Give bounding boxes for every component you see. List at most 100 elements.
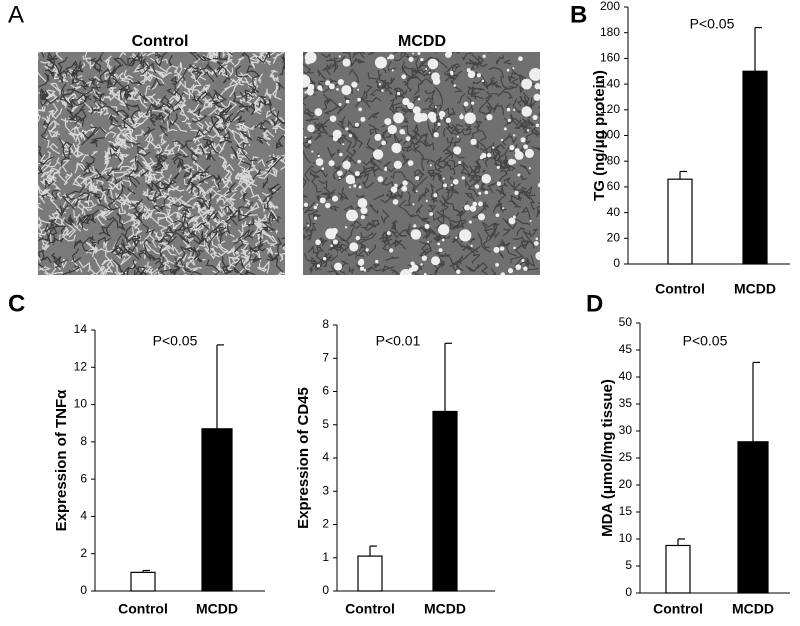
texture-line: [178, 164, 195, 173]
texture-line: [97, 103, 118, 114]
lipid-droplet: [311, 150, 314, 153]
texture-line: [55, 52, 63, 61]
lipid-droplet: [420, 263, 423, 266]
texture-line: [461, 128, 472, 136]
texture-line: [97, 204, 120, 211]
lipid-droplet: [513, 246, 516, 250]
lipid-droplet: [477, 213, 486, 221]
texture-line: [471, 87, 485, 91]
error-bar: [754, 26, 762, 72]
texture-line: [444, 152, 465, 159]
texture-line: [500, 238, 511, 247]
texture-line: [401, 61, 418, 79]
texture-line: [391, 229, 408, 239]
lipid-droplet: [351, 180, 356, 184]
texture-line: [424, 142, 435, 151]
texture-line: [40, 89, 49, 101]
lipid-droplet: [476, 73, 481, 78]
texture-line: [140, 172, 154, 183]
texture-line: [75, 213, 89, 232]
lipid-droplet: [469, 205, 477, 212]
texture-line: [363, 166, 377, 173]
texture-line: [381, 230, 388, 242]
texture-line: [55, 204, 69, 217]
texture-line: [450, 66, 460, 83]
texture-line: [132, 259, 137, 268]
y-tick-label: 1: [322, 550, 329, 564]
texture-line: [398, 199, 414, 217]
texture-line: [281, 237, 285, 248]
texture-line: [167, 182, 185, 193]
texture-line: [111, 171, 128, 180]
texture-line: [467, 186, 480, 198]
bar: [665, 544, 691, 594]
lipid-droplet: [392, 199, 399, 205]
texture-line: [38, 166, 44, 175]
texture-line: [358, 243, 367, 252]
texture-line: [227, 109, 245, 124]
texture-line: [61, 271, 69, 275]
texture-line: [445, 73, 456, 82]
texture-line: [63, 173, 73, 186]
texture-line: [156, 155, 168, 166]
texture-line: [168, 113, 178, 129]
texture-line: [179, 234, 190, 245]
texture-line: [320, 52, 331, 59]
texture-line: [242, 192, 248, 202]
texture-line: [107, 216, 119, 229]
lipid-droplet: [402, 180, 408, 186]
y-tick-label: 35: [619, 396, 633, 410]
texture-line: [206, 143, 216, 154]
texture-line: [516, 218, 531, 226]
texture-line: [166, 147, 175, 156]
texture-line: [509, 77, 519, 89]
texture-line: [54, 216, 63, 227]
texture-line: [476, 262, 489, 274]
texture-line: [350, 59, 362, 67]
texture-line: [464, 192, 476, 203]
lipid-droplet: [342, 160, 351, 170]
texture-line: [508, 194, 523, 202]
texture-line: [210, 115, 221, 132]
texture-line: [393, 87, 408, 96]
texture-line: [208, 192, 226, 201]
texture-line: [100, 248, 115, 268]
texture-line: [421, 217, 431, 228]
texture-line: [236, 101, 249, 113]
texture-line: [404, 176, 428, 189]
texture-line: [240, 160, 252, 171]
lipid-droplet: [517, 173, 521, 177]
texture-line: [84, 200, 95, 206]
bar: [201, 428, 233, 592]
texture-line: [233, 133, 251, 147]
texture-line: [279, 65, 285, 76]
lipid-droplet: [315, 158, 324, 166]
lipid-droplet: [529, 219, 532, 222]
texture-line: [206, 154, 216, 162]
lipid-droplet: [524, 148, 534, 158]
texture-line: [94, 96, 100, 109]
lipid-droplet: [352, 213, 359, 220]
texture-line: [492, 105, 505, 116]
lipid-droplet: [481, 79, 485, 83]
y-tick-label: 20: [607, 230, 621, 244]
texture-line: [156, 98, 162, 107]
texture-line: [119, 165, 135, 171]
texture-line: [222, 75, 231, 84]
texture-line: [471, 54, 485, 64]
texture-line: [38, 106, 46, 117]
texture-line: [349, 220, 363, 230]
texture-line: [242, 249, 252, 259]
texture-line: [137, 111, 149, 125]
texture-line: [70, 92, 77, 101]
texture-line: [258, 99, 273, 108]
texture-line: [241, 52, 251, 64]
texture-line: [385, 256, 400, 261]
texture-line: [68, 265, 81, 274]
lipid-droplet: [438, 248, 443, 253]
texture-line: [137, 111, 152, 118]
texture-line: [40, 187, 49, 196]
texture-line: [38, 145, 43, 158]
texture-line: [98, 228, 111, 237]
texture-line: [500, 76, 515, 90]
